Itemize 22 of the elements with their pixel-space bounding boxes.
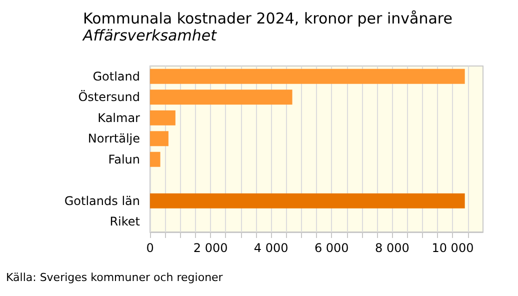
y-tick-label: Riket [110, 214, 140, 229]
x-tick-label: 0 [146, 241, 154, 255]
y-tick-label: Norrtälje [88, 132, 140, 146]
bar [150, 152, 160, 167]
bar [150, 131, 168, 146]
bar [150, 68, 465, 84]
y-tick-label: Kalmar [98, 110, 140, 125]
x-tick-label: 2 000 [193, 241, 228, 255]
y-tick-label: Gotland [92, 69, 140, 84]
x-tick-label: 6 000 [314, 241, 349, 255]
bar [150, 193, 465, 208]
chart-title: Kommunala kostnader 2024, kronor per invånare [83, 10, 452, 28]
y-tick-label: Östersund [78, 90, 140, 104]
text: Källa: Sveriges kommuner och regioner [6, 271, 224, 284]
x-tick-label: 10 000 [432, 241, 474, 255]
x-tick-label: 8 000 [375, 241, 410, 255]
bar [150, 110, 176, 126]
y-tick-label: Gotlands län [64, 194, 140, 208]
chart-subtitle: Affärsverksamhet [82, 26, 218, 44]
y-tick-label: Falun [108, 152, 140, 166]
bar [150, 90, 292, 105]
x-tick-label: 4 000 [254, 241, 288, 255]
